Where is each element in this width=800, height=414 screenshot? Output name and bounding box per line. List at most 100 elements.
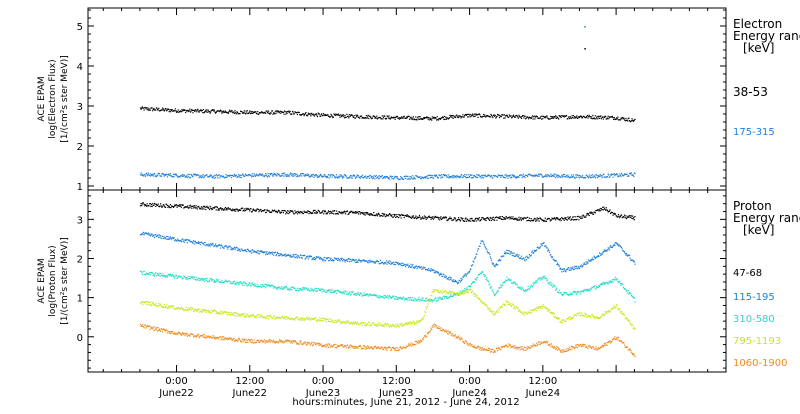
data-point (189, 109, 190, 110)
data-point (153, 235, 154, 236)
data-point (293, 255, 294, 256)
data-point (365, 322, 366, 323)
data-point (331, 212, 332, 213)
data-point (147, 107, 148, 108)
data-point (458, 282, 459, 283)
data-point (378, 323, 379, 324)
data-point (449, 115, 450, 116)
data-point (421, 320, 422, 321)
data-point (580, 216, 581, 217)
data-point (152, 206, 153, 207)
data-point (515, 309, 516, 310)
data-point (555, 115, 556, 116)
data-point (594, 118, 595, 119)
data-point (275, 113, 276, 114)
data-point (620, 176, 621, 177)
data-point (530, 220, 531, 221)
data-point (244, 316, 245, 317)
data-point (268, 175, 269, 176)
data-point (343, 114, 344, 115)
data-point (332, 289, 333, 290)
data-point (570, 176, 571, 177)
data-point (536, 307, 537, 308)
data-point (474, 221, 475, 222)
data-point (397, 176, 398, 177)
data-point (284, 254, 285, 255)
data-point (141, 172, 142, 173)
data-point (587, 213, 588, 214)
data-point (264, 318, 265, 319)
data-point (152, 110, 153, 111)
data-point (520, 217, 521, 218)
data-point (323, 113, 324, 114)
data-point (434, 117, 435, 118)
data-point (150, 302, 151, 303)
data-point (449, 117, 450, 118)
data-point (258, 314, 259, 315)
data-point (490, 218, 491, 219)
data-point (398, 117, 399, 118)
data-point (217, 177, 218, 178)
data-point (246, 251, 247, 252)
data-point (544, 242, 545, 243)
data-point (510, 303, 511, 304)
data-point (566, 293, 567, 294)
data-point (552, 256, 553, 257)
data-point (551, 118, 552, 119)
data-point (260, 250, 261, 251)
data-point (167, 207, 168, 208)
data-point (172, 109, 173, 110)
data-point (608, 116, 609, 117)
data-point (528, 118, 529, 119)
data-point (230, 249, 231, 250)
data-point (221, 311, 222, 312)
data-point (356, 262, 357, 263)
data-point (316, 115, 317, 116)
data-point (244, 208, 245, 209)
data-point (214, 178, 215, 179)
data-point (403, 296, 404, 297)
data-point (195, 241, 196, 242)
data-point (625, 254, 626, 255)
data-point (383, 213, 384, 214)
data-point (274, 316, 275, 317)
data-point (511, 177, 512, 178)
data-point (266, 251, 267, 252)
data-point (226, 246, 227, 247)
data-point (208, 110, 209, 111)
data-point (341, 116, 342, 117)
data-point (405, 266, 406, 267)
data-point (481, 219, 482, 220)
data-point (208, 207, 209, 208)
data-point (228, 111, 229, 112)
data-point (508, 117, 509, 118)
data-point (203, 206, 204, 207)
data-point (599, 118, 600, 119)
data-point (257, 250, 258, 251)
data-point (373, 215, 374, 216)
data-point (584, 262, 585, 263)
data-point (329, 289, 330, 290)
data-point (569, 219, 570, 220)
data-point (634, 297, 635, 298)
data-point (420, 176, 421, 177)
data-point (613, 245, 614, 246)
data-point (320, 290, 321, 291)
data-point (492, 262, 493, 263)
data-point (576, 266, 577, 267)
data-point (481, 178, 482, 179)
data-point (397, 116, 398, 117)
data-point (627, 120, 628, 121)
data-point (449, 292, 450, 293)
data-point (467, 273, 468, 274)
data-point (189, 278, 190, 279)
data-point (327, 212, 328, 213)
data-point (143, 108, 144, 109)
data-point (575, 174, 576, 175)
data-point (190, 111, 191, 112)
data-point (170, 204, 171, 205)
data-point (542, 175, 543, 176)
data-point (479, 274, 480, 275)
data-point (507, 253, 508, 254)
data-point (570, 116, 571, 117)
